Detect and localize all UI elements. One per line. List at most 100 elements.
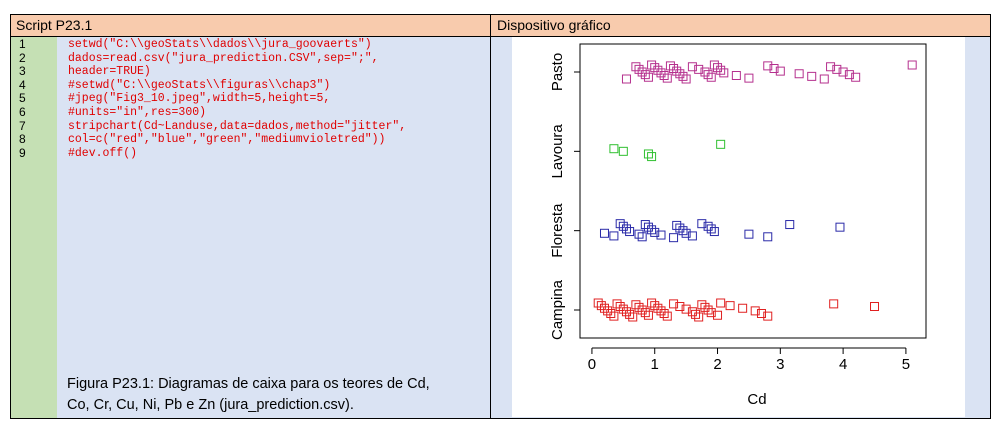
point — [640, 308, 650, 318]
point — [706, 224, 716, 234]
point — [826, 62, 836, 72]
point — [618, 146, 628, 156]
code: setwd("C:\\geoStats\\dados\\jura_goovaer… — [68, 38, 406, 160]
code-line: dados=read.csv("jura_prediction.CSV",sep… — [68, 51, 379, 65]
point — [829, 299, 839, 309]
point — [731, 71, 741, 80]
x-tick-label: 4 — [839, 356, 847, 373]
point — [675, 302, 685, 311]
x-tick-label: 5 — [902, 356, 910, 373]
point — [631, 300, 641, 310]
code-line: #units="in",res=300) — [68, 105, 207, 119]
chart: Cd 0 1 2 3 4 5 Campina Floresta Lavoura Pasto — [512, 37, 965, 417]
point — [697, 219, 707, 229]
point — [709, 60, 719, 70]
caption-line: Co, Cr, Cu, Ni, Pb e Zn (jura_prediction… — [67, 397, 354, 413]
header-rule — [10, 36, 990, 37]
point — [738, 303, 748, 313]
caption: Figura P23.1: Diagramas de caixa para os… — [67, 374, 430, 416]
header-bg — [10, 14, 990, 36]
code-line: stripchart(Cd~Landuse,data=dados,method=… — [68, 119, 407, 133]
point — [637, 232, 647, 242]
point — [713, 63, 723, 73]
point — [650, 63, 660, 73]
y-tick-label: Pasto — [549, 53, 566, 91]
point — [691, 309, 701, 319]
point — [681, 74, 691, 84]
x-tick-label: 0 — [588, 356, 596, 373]
point — [819, 74, 829, 84]
point — [744, 73, 754, 83]
point — [835, 222, 845, 232]
point — [694, 312, 704, 322]
point — [769, 64, 779, 73]
point — [606, 309, 616, 318]
point — [719, 68, 729, 78]
point — [669, 233, 679, 243]
point — [647, 60, 657, 70]
point — [785, 220, 795, 230]
point — [844, 70, 854, 80]
point — [599, 303, 609, 313]
point — [763, 232, 773, 242]
point — [672, 220, 682, 230]
code-bg — [57, 36, 490, 418]
point — [870, 302, 880, 311]
point — [650, 301, 660, 311]
point — [647, 225, 657, 235]
point — [681, 228, 691, 238]
point — [625, 227, 635, 237]
point — [687, 307, 697, 317]
line-number: 8 — [19, 132, 26, 147]
point — [643, 72, 653, 82]
y-tick-label: Campina — [549, 279, 566, 340]
plot-frame — [579, 43, 927, 339]
point — [756, 309, 766, 318]
point — [628, 312, 638, 322]
x-tick-label: 3 — [776, 356, 784, 373]
point — [647, 152, 657, 162]
point — [678, 226, 688, 236]
point — [838, 67, 848, 77]
table-frame — [10, 14, 991, 419]
plot-area — [512, 37, 965, 417]
y-tick-label: Lavoura — [549, 124, 566, 179]
point — [744, 229, 754, 239]
point — [700, 67, 710, 77]
line-number: 5 — [19, 91, 26, 106]
line-number: 6 — [19, 104, 26, 119]
header-right: Dispositivo gráfico — [497, 17, 611, 33]
line-number: 3 — [19, 64, 26, 79]
point — [687, 62, 697, 72]
point — [609, 231, 619, 241]
point — [662, 311, 672, 321]
point — [706, 72, 716, 82]
line-number: 7 — [19, 118, 26, 133]
point — [640, 220, 650, 230]
point — [669, 299, 679, 309]
code-line: #setwd("C:\\geoStats\\figuras\\chap3") — [68, 78, 331, 92]
point — [647, 298, 657, 308]
point — [832, 64, 842, 74]
point — [706, 308, 716, 318]
point — [653, 65, 663, 75]
point — [659, 309, 669, 318]
point — [634, 302, 644, 312]
x-tick-label: 2 — [713, 356, 721, 373]
point — [656, 230, 666, 240]
point — [653, 303, 663, 313]
x-tick-label: 1 — [651, 356, 659, 373]
point — [807, 71, 817, 81]
point — [716, 139, 726, 149]
point — [694, 64, 704, 74]
point — [675, 223, 685, 233]
point — [631, 62, 641, 72]
point — [615, 219, 625, 229]
code-line: col=c("red","blue","green","mediumviolet… — [68, 133, 386, 147]
column-rule — [490, 14, 491, 418]
point — [637, 67, 647, 77]
code-line: setwd("C:\\geoStats\\dados\\jura_goovaer… — [68, 38, 372, 51]
point — [612, 299, 622, 309]
point — [656, 68, 666, 78]
